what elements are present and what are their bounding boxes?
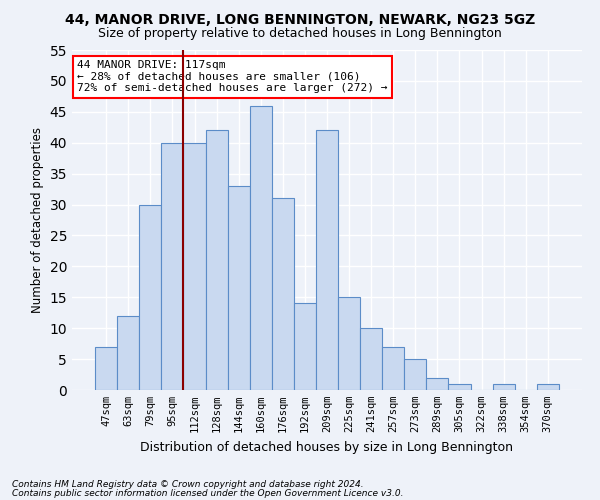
Bar [537,384,559,390]
Bar [382,346,404,390]
Y-axis label: Number of detached properties: Number of detached properties [31,127,44,313]
Bar [95,346,117,390]
Bar [272,198,294,390]
Bar [294,304,316,390]
Bar [427,378,448,390]
Bar [161,142,184,390]
Bar [493,384,515,390]
Bar [184,142,206,390]
Bar [139,204,161,390]
Bar [206,130,227,390]
Bar [117,316,139,390]
X-axis label: Distribution of detached houses by size in Long Bennington: Distribution of detached houses by size … [140,440,514,454]
Bar [227,186,250,390]
Bar [338,298,360,390]
Text: 44 MANOR DRIVE: 117sqm
← 28% of detached houses are smaller (106)
72% of semi-de: 44 MANOR DRIVE: 117sqm ← 28% of detached… [77,60,388,94]
Text: Contains HM Land Registry data © Crown copyright and database right 2024.: Contains HM Land Registry data © Crown c… [12,480,364,489]
Text: Size of property relative to detached houses in Long Bennington: Size of property relative to detached ho… [98,28,502,40]
Bar [250,106,272,390]
Text: 44, MANOR DRIVE, LONG BENNINGTON, NEWARK, NG23 5GZ: 44, MANOR DRIVE, LONG BENNINGTON, NEWARK… [65,12,535,26]
Bar [360,328,382,390]
Bar [316,130,338,390]
Bar [448,384,470,390]
Text: Contains public sector information licensed under the Open Government Licence v3: Contains public sector information licen… [12,489,404,498]
Bar [404,359,427,390]
